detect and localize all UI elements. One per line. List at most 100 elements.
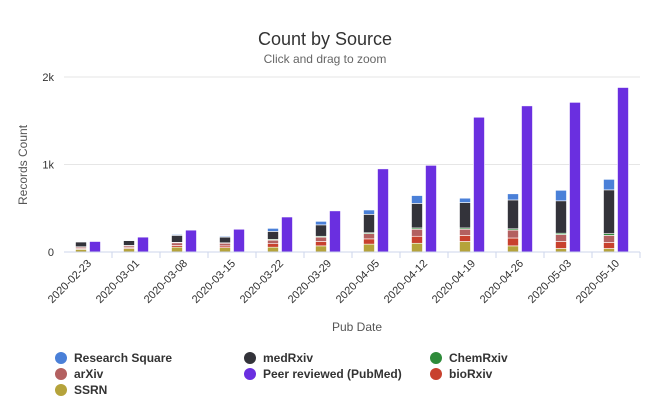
legend-item-ssrn[interactable]: SSRN xyxy=(55,383,107,397)
bar-medrxiv[interactable] xyxy=(171,235,183,243)
plot-area[interactable] xyxy=(75,87,629,253)
x-tick-label: 2020-05-03 xyxy=(526,258,574,306)
x-tick-label: 2020-04-12 xyxy=(382,258,430,306)
legend-label: arXiv xyxy=(74,367,104,381)
bar-biorxiv[interactable] xyxy=(507,237,519,247)
bar-ssrn[interactable] xyxy=(315,245,327,253)
bar-ssrn[interactable] xyxy=(363,243,375,253)
bar-ssrn[interactable] xyxy=(411,242,423,253)
bar-medrxiv[interactable] xyxy=(459,202,471,229)
x-tick-label: 2020-03-15 xyxy=(190,258,238,306)
bar-research-square[interactable] xyxy=(411,195,423,204)
bar-peer-reviewed-pubmed[interactable] xyxy=(521,105,533,253)
chart-title: Count by Source xyxy=(258,29,392,49)
bar-peer-reviewed-pubmed[interactable] xyxy=(233,228,245,253)
bar-biorxiv[interactable] xyxy=(555,241,567,249)
bar-research-square[interactable] xyxy=(363,209,375,215)
bar-peer-reviewed-pubmed[interactable] xyxy=(425,165,437,253)
bar-research-square[interactable] xyxy=(459,197,471,203)
bar-research-square[interactable] xyxy=(267,228,279,232)
bar-arxiv[interactable] xyxy=(363,233,375,240)
bar-peer-reviewed-pubmed[interactable] xyxy=(617,87,629,253)
x-tick-label: 2020-04-19 xyxy=(430,258,478,306)
bar-arxiv[interactable] xyxy=(459,228,471,236)
x-tick-label: 2020-04-05 xyxy=(334,258,382,306)
bar-biorxiv[interactable] xyxy=(315,241,327,247)
bar-research-square[interactable] xyxy=(171,234,183,236)
bar-peer-reviewed-pubmed[interactable] xyxy=(137,236,149,253)
bar-peer-reviewed-pubmed[interactable] xyxy=(89,241,101,253)
bar-ssrn[interactable] xyxy=(267,246,279,253)
bar-arxiv[interactable] xyxy=(411,228,423,237)
legend-label: ChemRxiv xyxy=(449,351,508,365)
bar-medrxiv[interactable] xyxy=(507,199,519,230)
bar-research-square[interactable] xyxy=(603,179,615,191)
legend-marker xyxy=(430,368,442,380)
x-tick-label: 2020-03-29 xyxy=(286,258,334,306)
legend-item-biorxiv[interactable]: bioRxiv xyxy=(430,367,493,381)
bar-biorxiv[interactable] xyxy=(363,238,375,245)
x-axis-title: Pub Date xyxy=(332,320,382,334)
bar-arxiv[interactable] xyxy=(507,229,519,239)
bar-arxiv[interactable] xyxy=(171,242,183,246)
x-tick-label: 2020-05-10 xyxy=(574,258,622,306)
x-tick-label: 2020-02-23 xyxy=(46,258,94,306)
bar-medrxiv[interactable] xyxy=(363,214,375,234)
legend-item-peer-reviewed-pubmed[interactable]: Peer reviewed (PubMed) xyxy=(244,367,402,381)
bar-medrxiv[interactable] xyxy=(75,241,87,248)
legend-label: SSRN xyxy=(74,383,107,397)
legend-item-medrxiv[interactable]: medRxiv xyxy=(244,351,313,365)
x-tick-label: 2020-03-08 xyxy=(142,258,190,306)
bar-ssrn[interactable] xyxy=(459,241,471,253)
y-axis-title: Records Count xyxy=(16,124,30,205)
bar-arxiv[interactable] xyxy=(603,235,615,243)
bar-biorxiv[interactable] xyxy=(267,243,279,248)
bar-medrxiv[interactable] xyxy=(555,200,567,234)
legend-item-research-square[interactable]: Research Square xyxy=(55,351,172,365)
bar-biorxiv[interactable] xyxy=(603,242,615,249)
chart-subtitle: Click and drag to zoom xyxy=(264,52,387,66)
bar-research-square[interactable] xyxy=(507,193,519,201)
bar-ssrn[interactable] xyxy=(219,247,231,253)
bar-medrxiv[interactable] xyxy=(267,231,279,240)
bar-peer-reviewed-pubmed[interactable] xyxy=(569,102,581,253)
bar-medrxiv[interactable] xyxy=(123,240,135,246)
bar-arxiv[interactable] xyxy=(315,236,327,242)
bar-peer-reviewed-pubmed[interactable] xyxy=(281,216,293,253)
y-tick-label: 0 xyxy=(48,247,54,259)
bar-research-square[interactable] xyxy=(315,221,327,226)
legend-label: Research Square xyxy=(74,351,172,365)
bar-medrxiv[interactable] xyxy=(411,203,423,229)
bar-peer-reviewed-pubmed[interactable] xyxy=(377,168,389,253)
bar-ssrn[interactable] xyxy=(123,248,135,253)
bar-peer-reviewed-pubmed[interactable] xyxy=(329,210,341,253)
x-tick-label: 2020-03-01 xyxy=(94,258,142,306)
bar-biorxiv[interactable] xyxy=(411,235,423,244)
legend-item-chemrxiv[interactable]: ChemRxiv xyxy=(430,351,508,365)
bar-ssrn[interactable] xyxy=(603,248,615,253)
legend-marker xyxy=(55,384,67,396)
bar-medrxiv[interactable] xyxy=(603,189,615,234)
bar-research-square[interactable] xyxy=(555,190,567,202)
x-tick-label: 2020-04-26 xyxy=(478,258,526,306)
bar-medrxiv[interactable] xyxy=(219,236,231,244)
legend-marker xyxy=(55,368,67,380)
y-tick-label: 2k xyxy=(42,72,54,84)
bar-ssrn[interactable] xyxy=(507,245,519,253)
legend[interactable]: Research Square medRxiv ChemRxiv arXiv Peer … xyxy=(55,351,508,397)
bar-biorxiv[interactable] xyxy=(459,235,471,242)
bar-arxiv[interactable] xyxy=(219,242,231,247)
bar-arxiv[interactable] xyxy=(555,234,567,242)
bar-peer-reviewed-pubmed[interactable] xyxy=(185,229,197,253)
legend-marker xyxy=(430,352,442,364)
legend-marker xyxy=(244,352,256,364)
legend-item-arxiv[interactable]: arXiv xyxy=(55,367,104,381)
bar-medrxiv[interactable] xyxy=(315,224,327,237)
bar-arxiv[interactable] xyxy=(267,239,279,244)
bar-research-square[interactable] xyxy=(219,235,231,238)
bar-ssrn[interactable] xyxy=(171,246,183,253)
bar-ssrn[interactable] xyxy=(555,248,567,253)
bar-peer-reviewed-pubmed[interactable] xyxy=(473,116,485,253)
